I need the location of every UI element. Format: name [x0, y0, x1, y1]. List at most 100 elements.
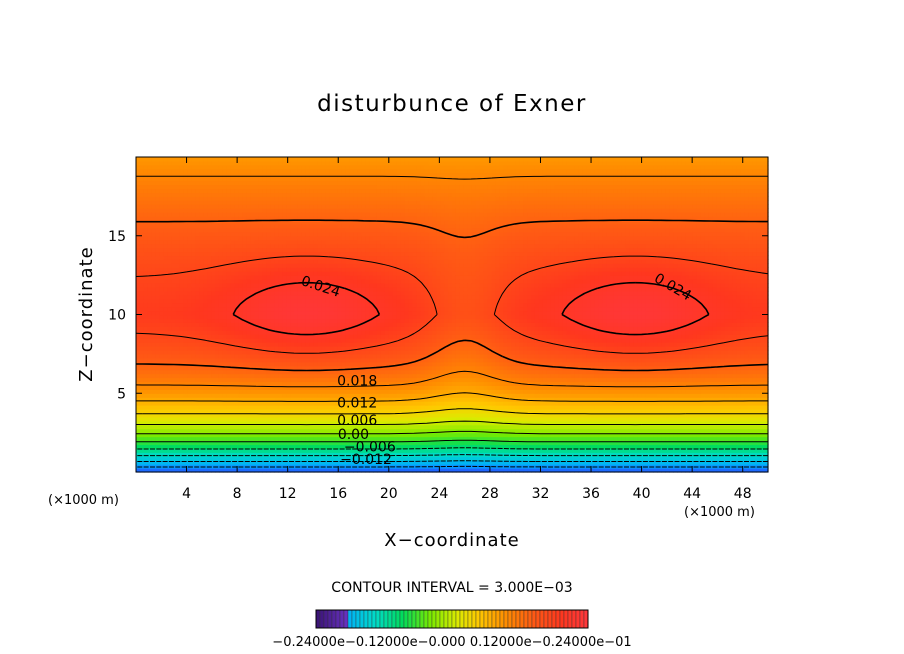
field-cell	[211, 464, 216, 469]
field-cell	[191, 192, 196, 197]
field-cell	[274, 357, 279, 363]
field-cell	[218, 322, 224, 327]
field-cell	[294, 357, 299, 363]
field-cell	[333, 239, 339, 245]
field-cell	[147, 212, 153, 217]
field-cell	[226, 456, 232, 461]
field-cell	[258, 290, 263, 296]
field-cell	[365, 298, 370, 304]
field-cell	[242, 334, 248, 339]
field-cell	[226, 346, 232, 351]
field-cell	[179, 420, 184, 426]
field-cell	[325, 223, 331, 229]
field-cell	[321, 342, 327, 347]
field-cell	[365, 275, 370, 280]
field-cell	[329, 267, 335, 272]
field-cell	[376, 271, 382, 276]
field-cell	[195, 188, 200, 194]
field-cell	[250, 334, 256, 339]
field-cell	[218, 330, 224, 335]
field-cell	[325, 365, 331, 371]
field-cell	[266, 365, 271, 371]
field-cell	[262, 204, 267, 209]
field-cell	[179, 212, 184, 217]
field-cell	[262, 255, 267, 260]
field-cell	[246, 200, 252, 205]
field-cell	[337, 452, 342, 457]
field-cell	[258, 381, 263, 386]
field-cell	[278, 168, 283, 174]
field-cell	[313, 310, 319, 316]
field-cell	[282, 216, 287, 221]
field-cell	[183, 412, 188, 418]
field-cell	[266, 188, 271, 194]
field-cell	[187, 204, 192, 209]
field-cell	[361, 310, 366, 316]
field-cell	[329, 290, 335, 296]
field-cell	[250, 247, 256, 253]
field-cell	[195, 373, 200, 379]
field-cell	[234, 184, 240, 190]
field-cell	[357, 180, 362, 186]
field-cell	[203, 385, 208, 390]
field-cell	[353, 385, 358, 390]
field-cell	[349, 464, 354, 469]
field-cell	[222, 397, 228, 402]
field-cell	[195, 243, 200, 249]
field-cell	[329, 157, 335, 162]
field-cell	[357, 176, 362, 182]
field-cell	[266, 338, 271, 343]
field-cell	[278, 322, 283, 327]
field-cell	[246, 290, 252, 296]
field-cell	[365, 409, 370, 414]
field-cell	[297, 397, 303, 402]
field-cell	[242, 247, 248, 253]
field-cell	[270, 357, 275, 363]
field-cell	[369, 231, 374, 237]
field-cell	[175, 357, 181, 363]
field-cell	[341, 204, 346, 209]
field-cell	[286, 342, 291, 347]
field-cell	[234, 353, 240, 359]
field-cell	[290, 216, 295, 221]
field-cell	[286, 220, 291, 225]
field-cell	[325, 468, 331, 473]
field-cell	[175, 184, 181, 190]
field-cell	[376, 377, 382, 383]
field-cell	[167, 192, 173, 197]
field-cell	[313, 456, 319, 461]
field-cell	[333, 298, 339, 304]
field-cell	[297, 436, 303, 442]
field-cell	[159, 164, 165, 170]
field-cell	[179, 267, 184, 272]
field-cell	[175, 200, 181, 205]
field-cell	[294, 251, 299, 257]
field-cell	[282, 263, 287, 268]
field-cell	[369, 235, 374, 241]
field-cell	[325, 188, 331, 194]
field-cell	[380, 353, 386, 359]
field-cell	[230, 286, 236, 292]
field-cell	[139, 172, 145, 178]
field-cell	[369, 346, 374, 351]
field-cell	[365, 338, 370, 343]
field-cell	[242, 389, 248, 394]
field-cell	[151, 200, 157, 205]
field-cell	[329, 227, 335, 233]
field-cell	[167, 283, 173, 288]
field-cell	[369, 275, 374, 280]
field-cell	[199, 157, 204, 162]
field-cell	[373, 361, 378, 367]
field-cell	[301, 196, 307, 201]
field-cell	[151, 271, 157, 276]
field-cell	[341, 456, 346, 461]
field-cell	[305, 460, 311, 465]
field-cell	[313, 330, 319, 335]
field-cell	[266, 444, 271, 449]
field-cell	[317, 283, 323, 288]
field-cell	[349, 405, 354, 410]
field-cell	[242, 448, 248, 453]
field-cell	[143, 381, 149, 386]
field-cell	[179, 401, 184, 406]
field-cell	[195, 440, 200, 446]
